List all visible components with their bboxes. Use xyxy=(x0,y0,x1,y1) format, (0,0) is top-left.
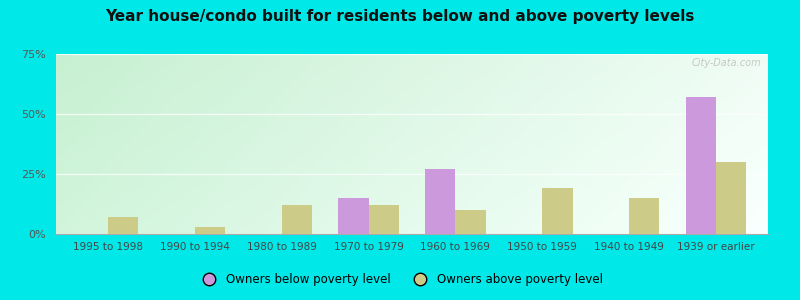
Bar xyxy=(716,162,746,234)
Text: City-Data.com: City-Data.com xyxy=(691,58,761,68)
Bar xyxy=(108,217,138,234)
Bar xyxy=(686,97,716,234)
Bar xyxy=(338,198,369,234)
Bar xyxy=(282,205,312,234)
Bar xyxy=(629,198,659,234)
Text: Year house/condo built for residents below and above poverty levels: Year house/condo built for residents bel… xyxy=(106,9,694,24)
Bar xyxy=(425,169,455,234)
Bar xyxy=(542,188,573,234)
Bar xyxy=(369,205,399,234)
Bar xyxy=(455,210,486,234)
Legend: Owners below poverty level, Owners above poverty level: Owners below poverty level, Owners above… xyxy=(193,269,607,291)
Bar xyxy=(195,227,226,234)
